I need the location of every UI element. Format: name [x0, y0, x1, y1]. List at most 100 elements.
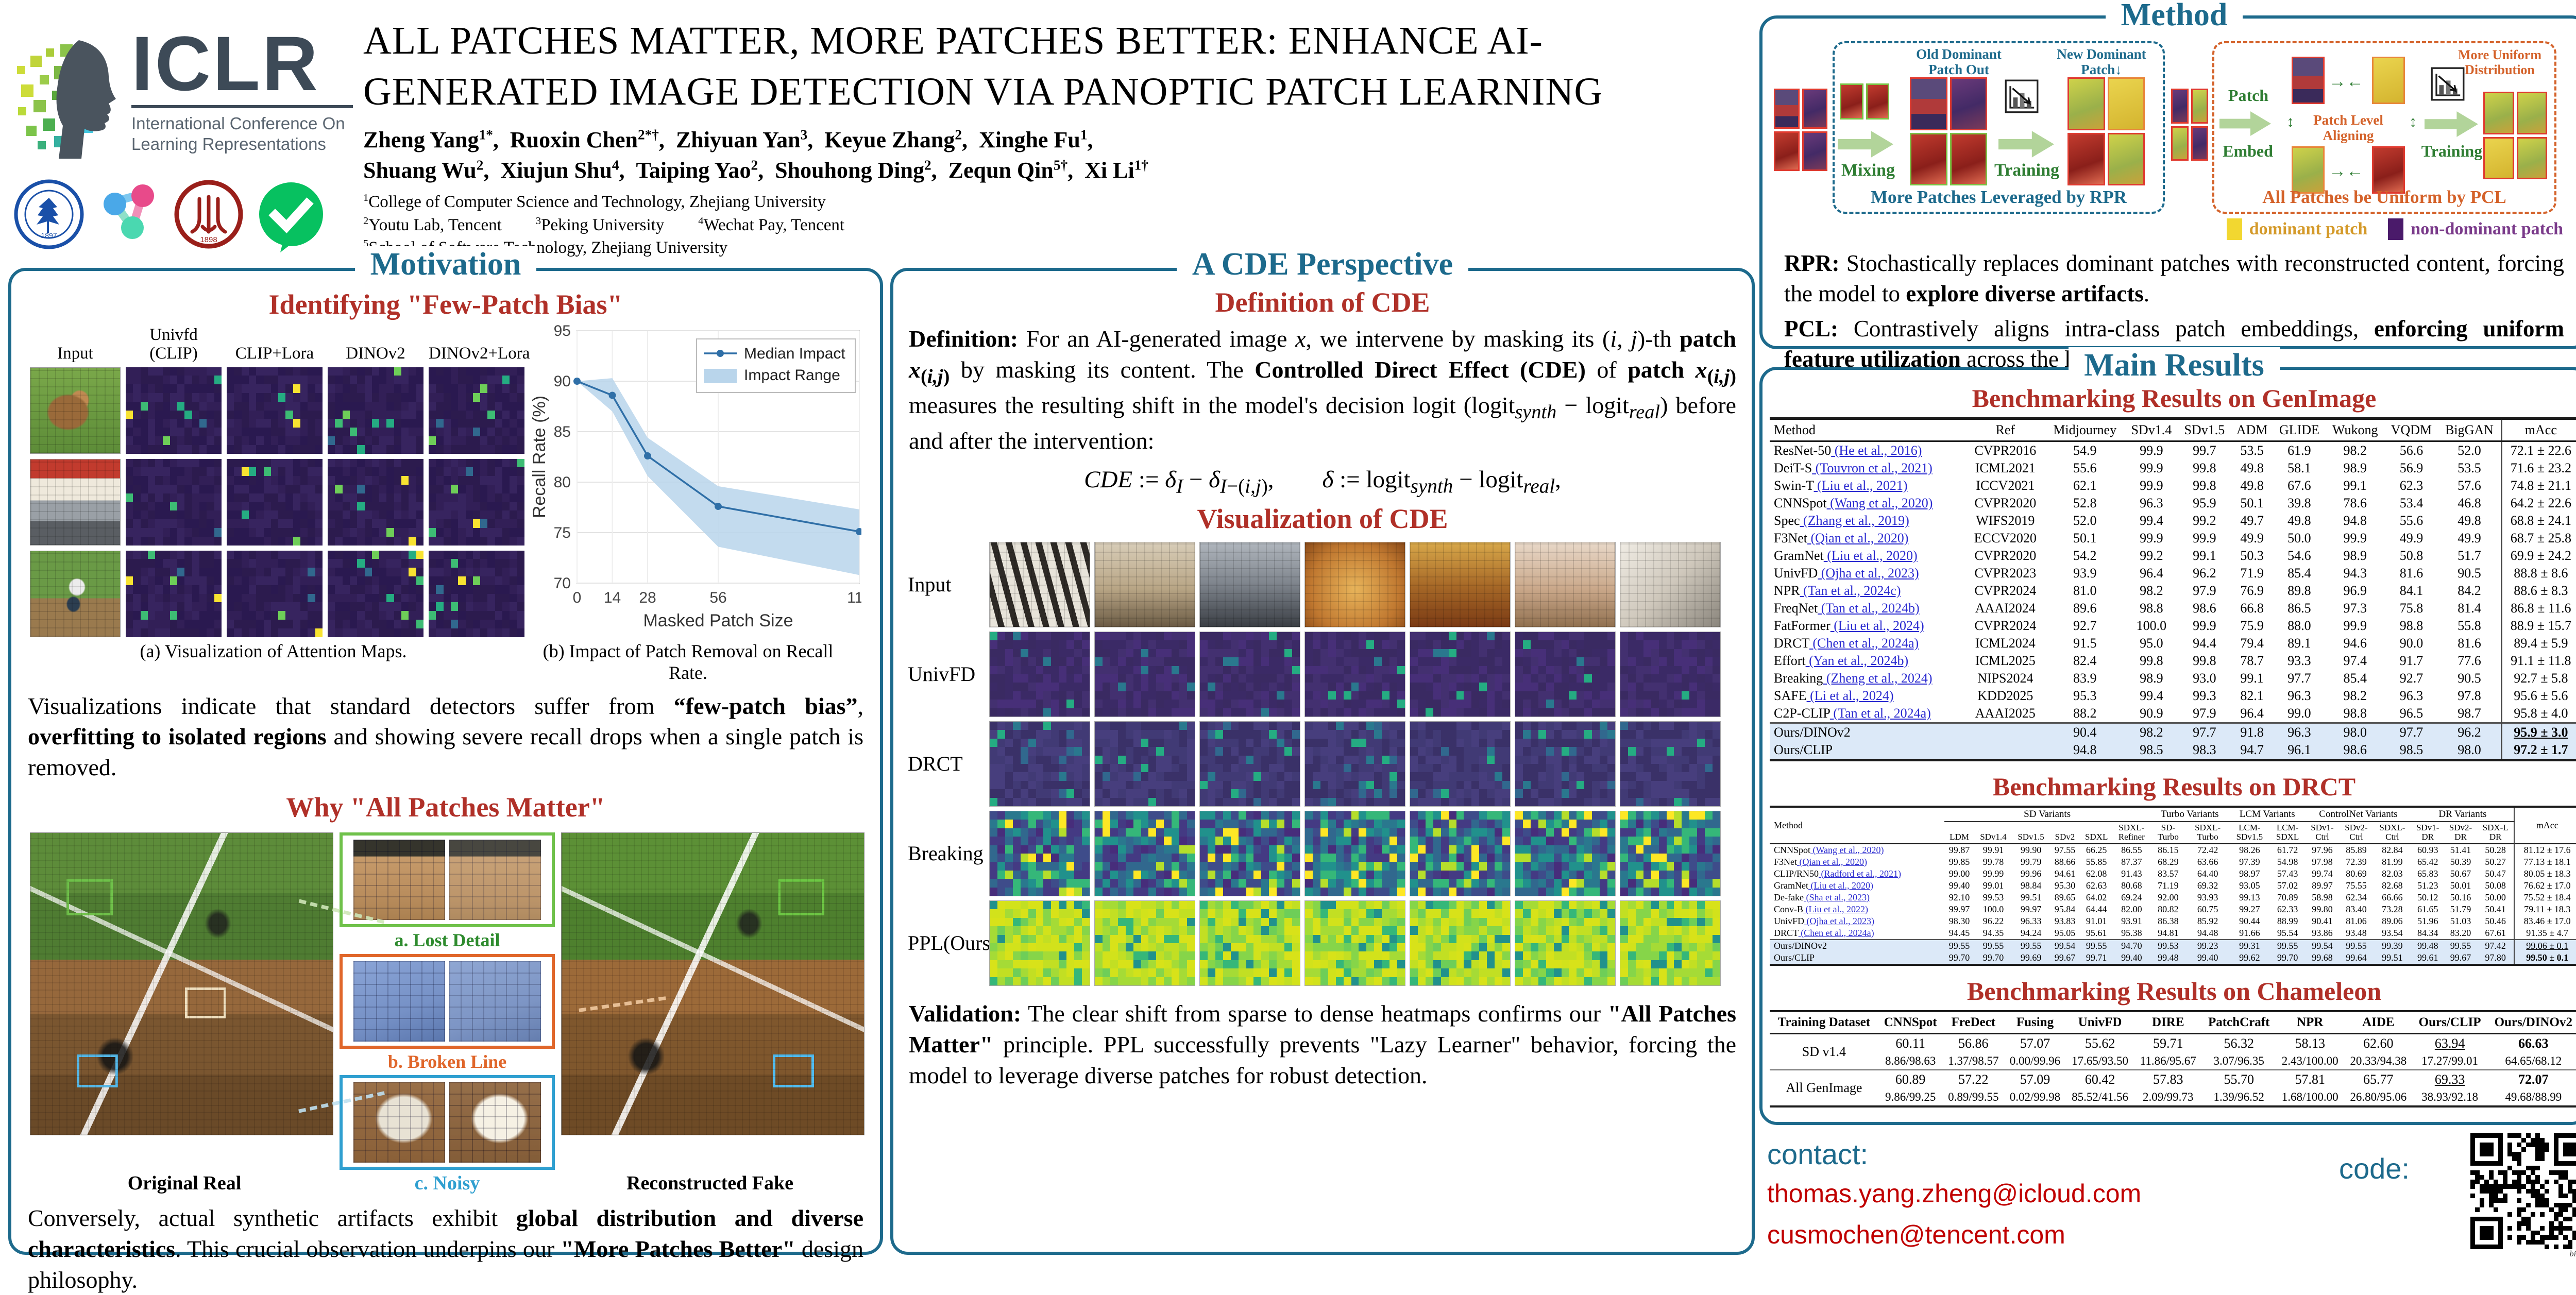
cde-heatmap: [1515, 900, 1616, 986]
attention-col-univfd: Univfd (CLIP): [149, 326, 198, 363]
table-row: Swin-T (Liu et al., 2021) ICCV2021 62.1 99.…: [1770, 477, 2576, 495]
citation-link[interactable]: (Wang et al., 2020): [1810, 844, 1884, 855]
cde-heatmap: [1410, 810, 1511, 896]
contact-email-2[interactable]: cusmochen@tencent.com: [1767, 1220, 2065, 1249]
attention-column-labels: Input Univfd (CLIP) CLIP+Lora DINOv2 DIN…: [30, 326, 530, 363]
zhejiang-university-logo: 1897: [14, 179, 84, 249]
table-row: ResNet-50 (He et al., 2016) CVPR2016 54.9 9…: [1770, 441, 2576, 459]
align-label: Patch Level Aligning: [2313, 112, 2383, 144]
affiliation-1: 1College of Computer Science and Technol…: [363, 192, 826, 212]
callout-column: a. Lost Detail b. Broken Line: [340, 832, 555, 1170]
original-real-photo: [30, 832, 334, 1135]
callout-label-c: c. Noisy: [414, 1172, 480, 1194]
table-row: DRCT (Chen et al., 2024a) ICML2024 91.5 95.…: [1770, 635, 2576, 652]
citation-link[interactable]: (Radford et al., 2021): [1819, 868, 1901, 879]
iclr-subtitle-2: Learning Representations: [131, 134, 326, 154]
cde-input-image: [1094, 541, 1195, 627]
svg-text:90: 90: [554, 373, 571, 390]
title-block: ALL PATCHES MATTER, MORE PATCHES BETTER:…: [363, 15, 1754, 260]
motivation-panel: Motivation Identifying "Few-Patch Bias" …: [8, 246, 883, 1293]
nondominant-label: non-dominant patch: [2411, 219, 2563, 238]
citation-link[interactable]: (Tan et al., 2024b): [1818, 601, 1920, 616]
affiliation-2: 2Youtu Lab, Tencent 3Peking University 4…: [363, 215, 845, 234]
table-row: De-fake (Sha et al., 2023) 92.10 99.53 99.5…: [1770, 891, 2576, 904]
motivation-subhead-1: Identifying "Few-Patch Bias": [268, 289, 623, 320]
lost-detail-patch-real: [353, 839, 445, 920]
citation-link[interactable]: (Zhang et al., 2019): [1800, 513, 1909, 528]
attention-heatmap: [227, 458, 323, 546]
citation-link[interactable]: (Yan et al., 2024b): [1805, 653, 1909, 668]
method-diagram: Old Dominant Patch Out New Dominant Patc…: [1772, 37, 2576, 243]
pcl-pair-top-right: [2372, 57, 2405, 104]
citation-link[interactable]: (Liu et al., 2022): [1803, 904, 1868, 914]
citation-link[interactable]: (Ojha et al., 2023): [1818, 566, 1919, 581]
uniform-label: More Uniform Distribution: [2458, 47, 2541, 78]
noisy-patch-fake: [449, 1082, 541, 1163]
table-row: Breaking (Zheng et al., 2024) NIPS2024 83.…: [1770, 670, 2576, 687]
cde-panel: A CDE Perspective Definition of CDE Defi…: [890, 246, 1755, 1255]
citation-link[interactable]: (Qian et al., 2020): [1797, 856, 1867, 867]
attention-heatmap: [227, 367, 323, 454]
table-row: SD v1.4 60.11 56.86 57.07 55.62 59.71 56.32 58.…: [1802, 1035, 2549, 1059]
citation-link[interactable]: (Qian et al., 2020): [1807, 531, 1909, 546]
method-panel: Method Old Dominant Patch Out New Domina…: [1759, 0, 2576, 372]
svg-text:56: 56: [709, 589, 726, 606]
cde-heatmap: [1094, 631, 1195, 717]
citation-link[interactable]: (Zheng et al., 2024): [1823, 671, 1933, 686]
rpr-mini-patches: [1840, 83, 1889, 120]
citation-link[interactable]: (Wang et al., 2020): [1826, 496, 1933, 510]
svg-text:85: 85: [554, 423, 571, 440]
table-row: GramNet (Liu et al., 2020) 99.40 99.01 98.8…: [1770, 879, 2576, 892]
citation-link[interactable]: (Sha et al., 2023): [1803, 892, 1870, 902]
dominant-swatch: [2226, 218, 2242, 240]
citation-link[interactable]: (Liu et al., 2020): [1808, 880, 1873, 891]
authors: Zheng Yang1*, Ruoxin Chen2*†, Zhiyuan Ya…: [363, 125, 1754, 186]
genimage-table: Method Ref Midjourney SDv1.4 SDv1.5 ADM GLIDE W…: [1770, 417, 2576, 761]
citation-link[interactable]: (Ojha et al., 2023): [1804, 915, 1874, 926]
contact-email-1[interactable]: thomas.yang.zheng@icloud.com: [1767, 1179, 2142, 1208]
cde-visualization-grid: Input UnivFD DRCT Breaking PPL(Ours): [908, 541, 1737, 986]
cde-heatmap: [1304, 631, 1405, 717]
cde-heatmap: [1515, 631, 1616, 717]
pcl-pair-bottom-right: [2372, 146, 2405, 194]
svg-text:Masked Patch Size: Masked Patch Size: [643, 611, 793, 631]
citation-link[interactable]: (Tan et al., 2024c): [1800, 583, 1901, 598]
callout-lost-detail: [340, 832, 555, 927]
svg-text:75: 75: [554, 524, 571, 541]
cde-heatmap: [989, 721, 1090, 807]
citation-link[interactable]: (Liu et al., 2021): [1814, 478, 1908, 493]
label-reconstructed-fake: Reconstructed Fake: [626, 1172, 793, 1194]
table-row: Ours/DINOv2 90.4 98.2 97.7 91.8 96.3 98.0 97.7 9…: [1770, 722, 2576, 741]
citation-link[interactable]: (Liu et al., 2020): [1823, 548, 1918, 563]
iclr-rule: [131, 105, 353, 108]
citation-link[interactable]: (Liu et al., 2024): [1830, 618, 1924, 633]
citation-link[interactable]: (He et al., 2016): [1831, 443, 1922, 458]
logo-block: ICLR International Conference On Learning…: [13, 14, 355, 257]
table-row: CNNSpot (Wang et al., 2020) 99.87 99.91 99.…: [1770, 843, 2576, 856]
cde-heatmap: [1199, 900, 1300, 986]
citation-link[interactable]: (Chen et al., 2024a): [1798, 927, 1874, 938]
table-row: Effort (Yan et al., 2024b) ICML2025 82.4 99…: [1770, 652, 2576, 670]
citation-link[interactable]: (Tan et al., 2024a): [1829, 706, 1931, 721]
lost-detail-patch-fake: [449, 839, 541, 920]
table-row: SAFE (Li et al., 2024) KDD2025 95.3 99.4 99.…: [1770, 687, 2576, 705]
recall-chart: 70 75 80 85 90 95 0 14 28 56 112 Median Impact Impac…: [530, 322, 872, 637]
code-label: code:: [2339, 1152, 2410, 1185]
citation-link[interactable]: (Chen et al., 2024a): [1809, 636, 1919, 651]
attention-col-dinov2-lora: DINOv2+Lora: [429, 344, 530, 363]
svg-text:Impact Range: Impact Range: [744, 367, 840, 384]
cde-heatmap: [1199, 631, 1300, 717]
callout-noisy: [340, 1075, 555, 1170]
cde-input-image: [1410, 541, 1511, 627]
citation-link[interactable]: (Li et al., 2024): [1806, 688, 1894, 703]
align-arrows-right: ↕: [2409, 113, 2417, 130]
pcl-uniform-grid: [2483, 92, 2547, 179]
citation-link[interactable]: (Touvron et al., 2021): [1812, 461, 1933, 475]
cde-heatmap: [1304, 810, 1405, 896]
svg-text:14: 14: [604, 589, 621, 606]
svg-text:112: 112: [847, 589, 861, 606]
attention-grid: [30, 367, 530, 637]
cde-definition: Definition: For an AI-generated image x,…: [909, 326, 1737, 454]
iclr-head-icon: [17, 40, 116, 159]
svg-text:1897: 1897: [41, 231, 57, 240]
